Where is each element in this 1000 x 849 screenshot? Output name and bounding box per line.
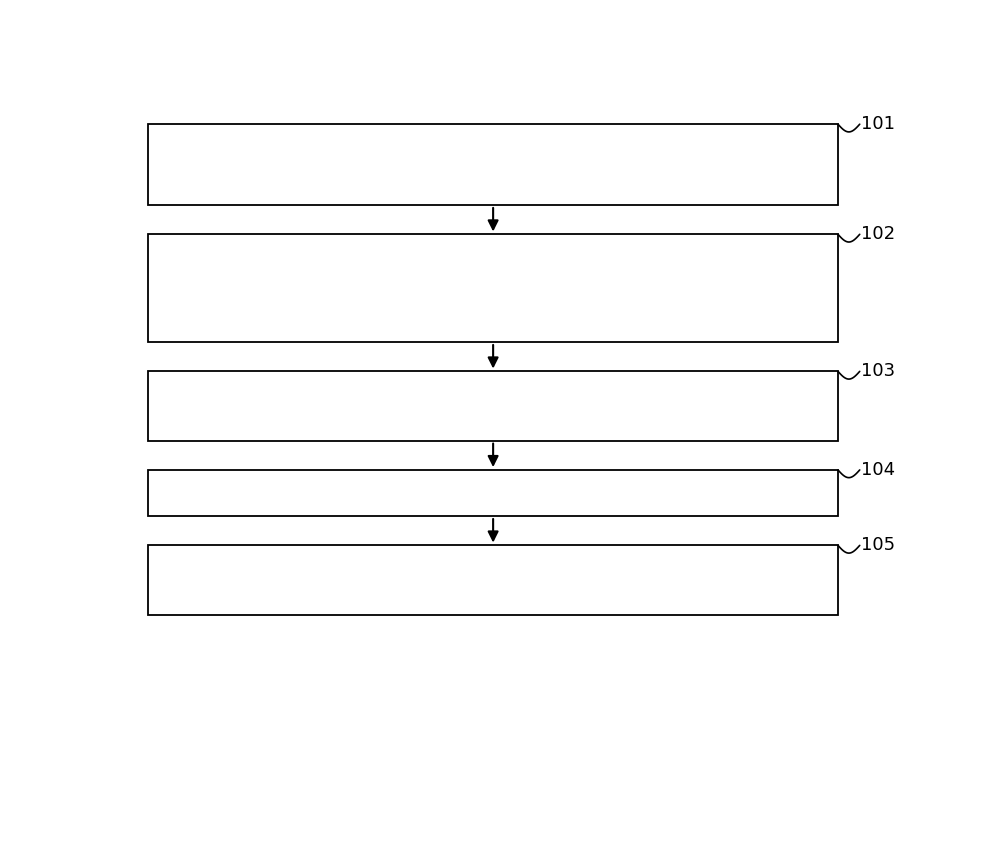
Text: 104: 104 — [861, 461, 895, 479]
Text: 105: 105 — [861, 537, 895, 554]
Bar — [148, 470, 838, 516]
Bar — [148, 124, 838, 205]
Bar — [148, 371, 838, 441]
Text: 103: 103 — [861, 363, 895, 380]
Bar — [148, 234, 838, 342]
Text: 101: 101 — [861, 115, 895, 133]
Bar — [148, 545, 838, 615]
Text: 102: 102 — [861, 225, 895, 244]
